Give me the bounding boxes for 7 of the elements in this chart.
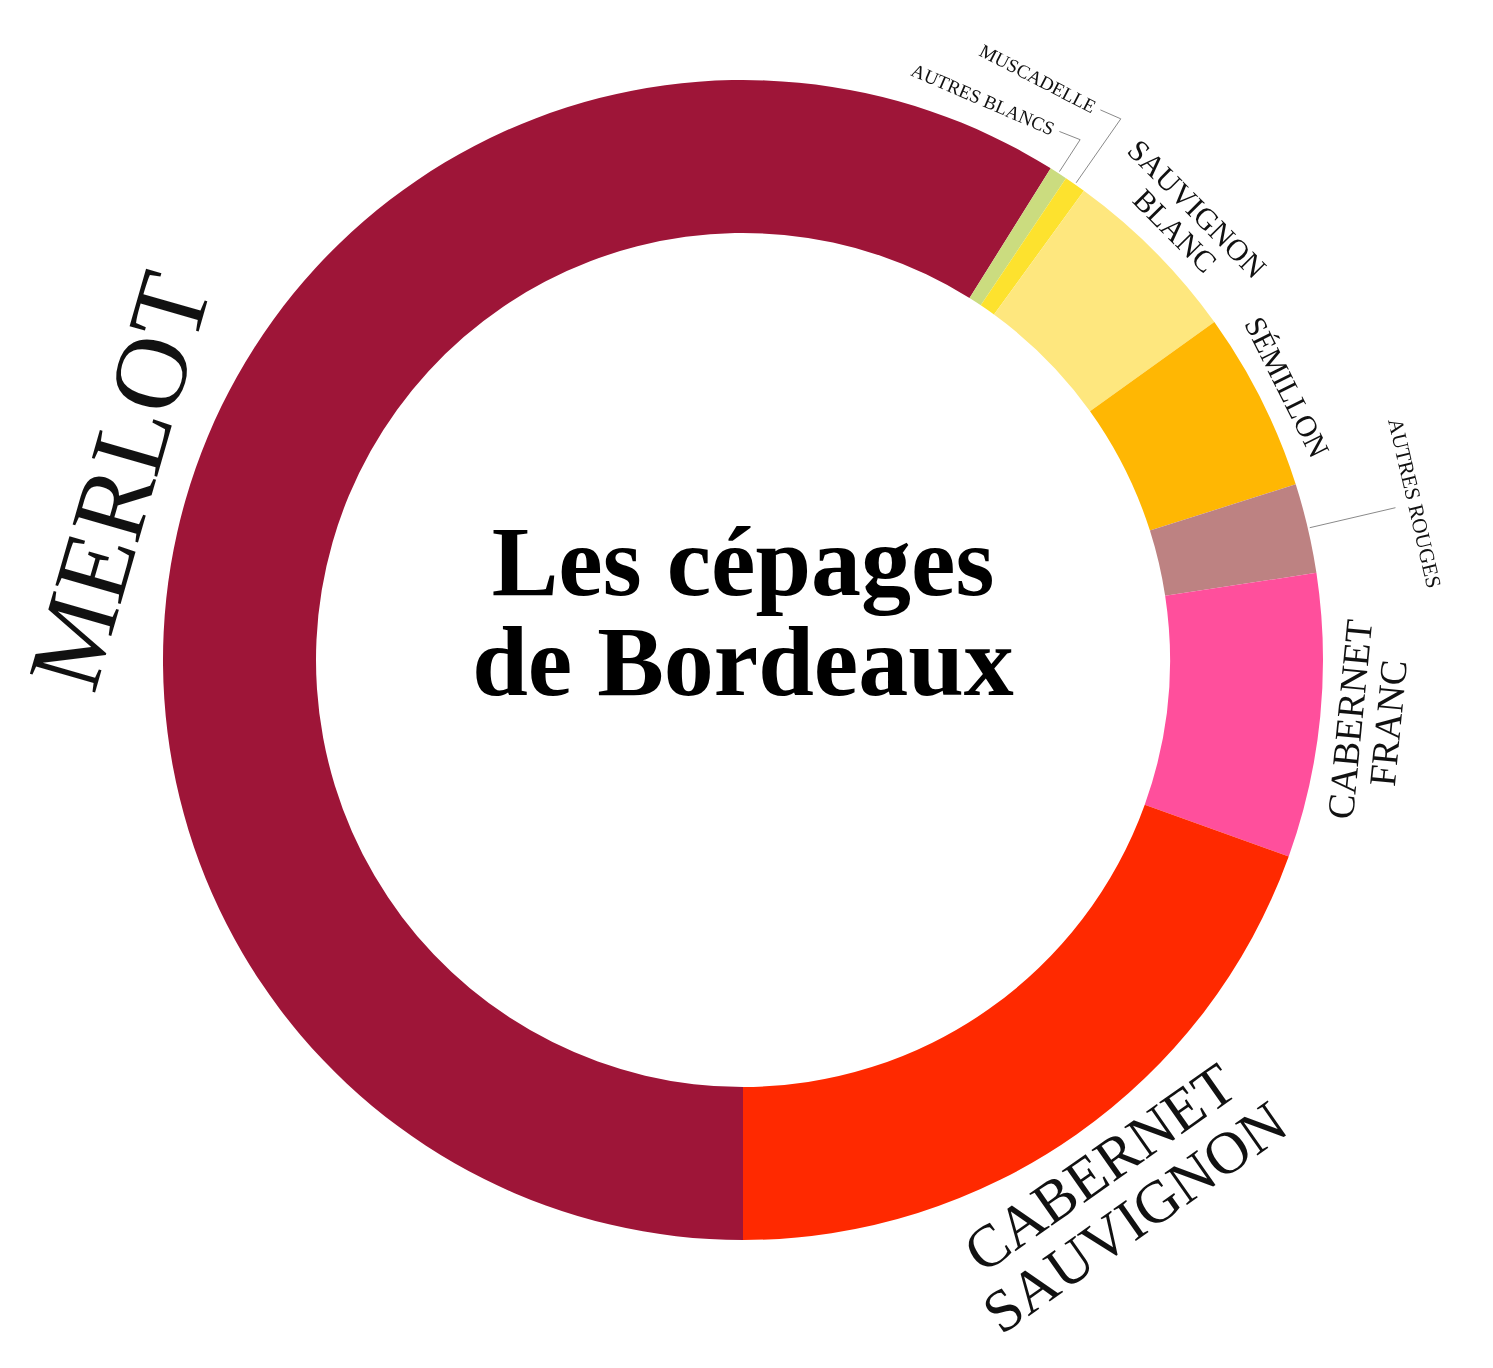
slice-label: AUTRES ROUGES (1383, 415, 1447, 591)
donut-slice (1144, 572, 1323, 857)
donut-slice (980, 178, 1084, 315)
text: Les cépages de Bordeaux (472, 506, 1014, 717)
slice-label: CABERNET FRANC (1318, 617, 1416, 821)
donut-slice (969, 168, 1066, 306)
donut-slice (1149, 484, 1317, 596)
